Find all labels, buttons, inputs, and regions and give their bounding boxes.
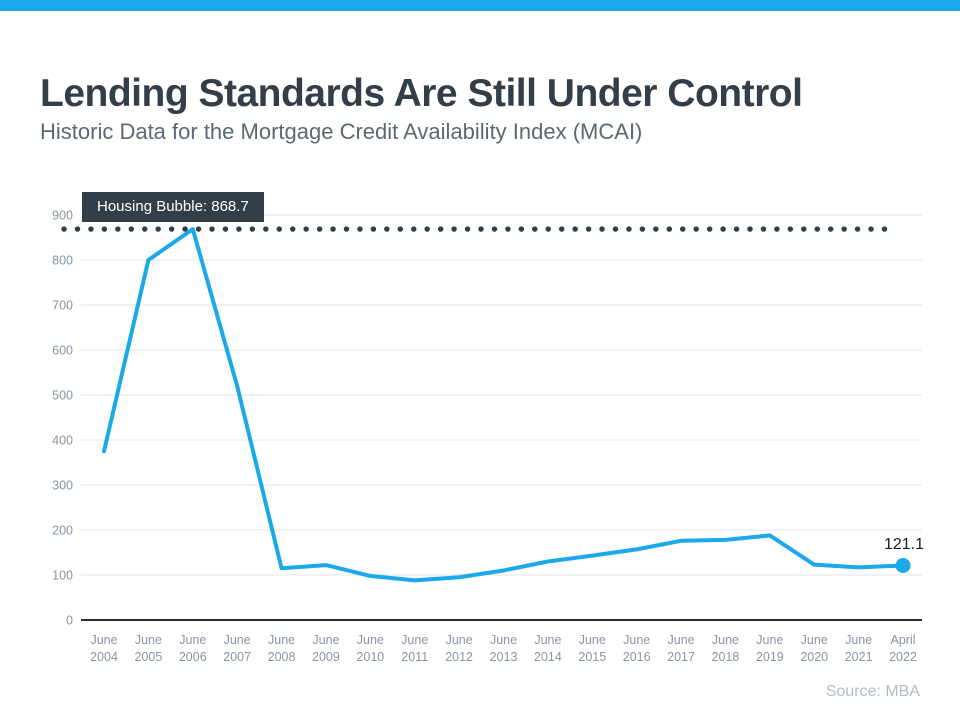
y-tick-label: 200 — [52, 524, 73, 538]
latest-value-label: 121.1 — [883, 536, 924, 553]
x-tick-label-month: June — [357, 633, 384, 647]
y-tick-label: 600 — [52, 344, 73, 358]
x-tick-label-year: 2010 — [356, 650, 384, 664]
x-tick-label-month: June — [312, 633, 339, 647]
x-tick-label-month: June — [179, 633, 206, 647]
housing-bubble-annotation-text: Housing Bubble: 868.7 — [97, 198, 249, 215]
x-tick-label-year: 2006 — [179, 650, 207, 664]
y-tick-label: 0 — [66, 614, 73, 628]
y-tick-label: 700 — [52, 299, 73, 313]
x-tick-label-month: June — [756, 633, 783, 647]
y-tick-label: 100 — [52, 569, 73, 583]
x-tick-label-year: 2019 — [756, 650, 784, 664]
x-tick-label-month: June — [490, 633, 517, 647]
x-tick-label-year: 2014 — [534, 650, 562, 664]
page-title: Lending Standards Are Still Under Contro… — [40, 72, 803, 116]
x-tick-label-month: June — [623, 633, 650, 647]
x-tick-label-year: 2011 — [401, 650, 428, 664]
x-tick-label-year: 2018 — [712, 650, 740, 664]
top-accent-bar — [0, 0, 960, 11]
source-label: Source: MBA — [825, 683, 920, 700]
x-tick-label-year: 2007 — [223, 650, 251, 664]
x-tick-label-month: June — [268, 633, 295, 647]
x-tick-label-month: June — [801, 633, 828, 647]
x-tick-label-month: June — [534, 633, 561, 647]
x-tick-label-month: June — [579, 633, 606, 647]
x-tick-label-month: June — [668, 633, 695, 647]
y-tick-label: 300 — [52, 479, 73, 493]
housing-bubble-annotation-badge: Housing Bubble: 868.7 — [82, 192, 264, 222]
x-tick-label-year: 2013 — [490, 650, 518, 664]
x-tick-label-month: June — [845, 633, 872, 647]
x-tick-label-year: 2009 — [312, 650, 340, 664]
x-tick-label-year: 2020 — [800, 650, 828, 664]
x-tick-label-year: 2022 — [889, 650, 917, 664]
x-tick-label-year: 2004 — [90, 650, 118, 664]
mcai-line — [102, 227, 906, 583]
y-tick-label: 400 — [52, 434, 73, 448]
y-tick-label: 500 — [52, 389, 73, 403]
x-tick-label-month: June — [446, 633, 473, 647]
y-tick-label: 900 — [52, 209, 73, 223]
y-tick-label: 800 — [52, 254, 73, 268]
x-tick-label-year: 2015 — [578, 650, 606, 664]
x-tick-label-month: June — [401, 633, 428, 647]
x-tick-label-month: June — [712, 633, 739, 647]
x-tick-label-month: June — [90, 633, 117, 647]
x-tick-label-month: June — [135, 633, 162, 647]
x-tick-label-month: June — [224, 633, 251, 647]
x-tick-label-year: 2012 — [445, 650, 473, 664]
x-tick-label-year: 2008 — [268, 650, 296, 664]
x-tick-label-year: 2016 — [623, 650, 651, 664]
x-tick-label-year: 2017 — [667, 650, 695, 664]
page-subtitle: Historic Data for the Mortgage Credit Av… — [40, 119, 643, 145]
x-tick-label-month: April — [891, 633, 916, 647]
latest-point-marker — [895, 558, 911, 574]
x-tick-label-year: 2005 — [134, 650, 162, 664]
x-tick-label-year: 2021 — [845, 650, 873, 664]
